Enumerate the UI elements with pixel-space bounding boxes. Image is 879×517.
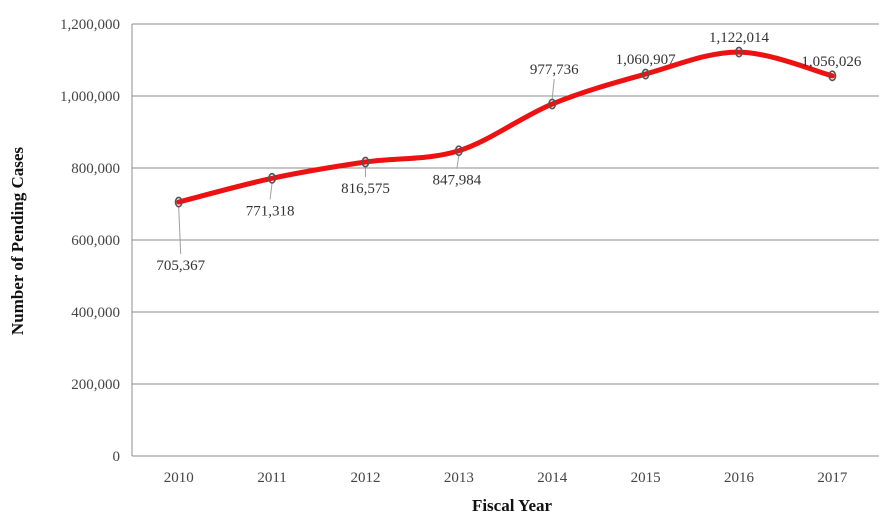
data-marker: [268, 172, 277, 184]
y-tick-label: 600,000: [71, 233, 120, 249]
series-lines: [176, 49, 835, 205]
data-label: 1,060,907: [616, 52, 677, 68]
y-tick-label: 400,000: [71, 305, 120, 321]
series-line: [176, 49, 835, 205]
x-tick-label: 2011: [257, 470, 286, 486]
label-leader-line: [178, 207, 182, 255]
data-markers: [174, 46, 837, 208]
data-marker: [174, 196, 183, 208]
x-tick-label: 2010: [164, 470, 194, 486]
x-axis-title: Fiscal Year: [472, 496, 553, 515]
gridlines: [132, 23, 879, 385]
data-label: 1,122,014: [709, 30, 770, 46]
plot-frame: [131, 24, 879, 457]
x-tick-label: 2012: [350, 470, 380, 486]
data-marker: [548, 98, 557, 110]
data-label: 977,736: [530, 62, 579, 78]
data-label: 1,056,026: [801, 54, 862, 70]
data-label: 847,984: [432, 173, 481, 189]
x-tick-label: 2015: [631, 470, 661, 486]
y-tick-label: 1,000,000: [60, 89, 120, 105]
data-labels: 705,367 771,318 816,575 847,984 977,736 1,060…: [156, 30, 862, 274]
label-leader-line: [269, 183, 273, 200]
y-tick-label: 800,000: [71, 161, 120, 177]
label-leader-line: [456, 155, 460, 169]
x-tick-label: 2017: [817, 470, 848, 486]
x-tick-label: 2016: [724, 470, 755, 486]
data-marker: [734, 46, 743, 58]
x-tick-label: 2013: [444, 470, 474, 486]
data-marker: [828, 70, 837, 82]
data-marker: [641, 68, 650, 80]
x-axis-ticks: 2010 2011 2012 2013 2014 2015 2016 2017: [164, 470, 848, 486]
y-tick-label: 1,200,000: [60, 17, 120, 33]
y-tick-label: 0: [113, 449, 121, 465]
data-label: 816,575: [341, 181, 390, 197]
data-label: 705,367: [156, 258, 205, 274]
label-leader-line: [551, 78, 555, 100]
x-tick-label: 2014: [537, 470, 568, 486]
y-tick-label: 200,000: [71, 377, 120, 393]
data-marker: [361, 156, 370, 168]
label-leader-lines: [178, 78, 555, 255]
y-axis-ticks: 0 200,000 400,000 600,000 800,000 1,000,000 1,…: [60, 17, 120, 465]
y-axis-title: Number of Pending Cases: [8, 147, 27, 335]
data-marker: [454, 145, 463, 157]
data-label: 771,318: [246, 203, 295, 219]
